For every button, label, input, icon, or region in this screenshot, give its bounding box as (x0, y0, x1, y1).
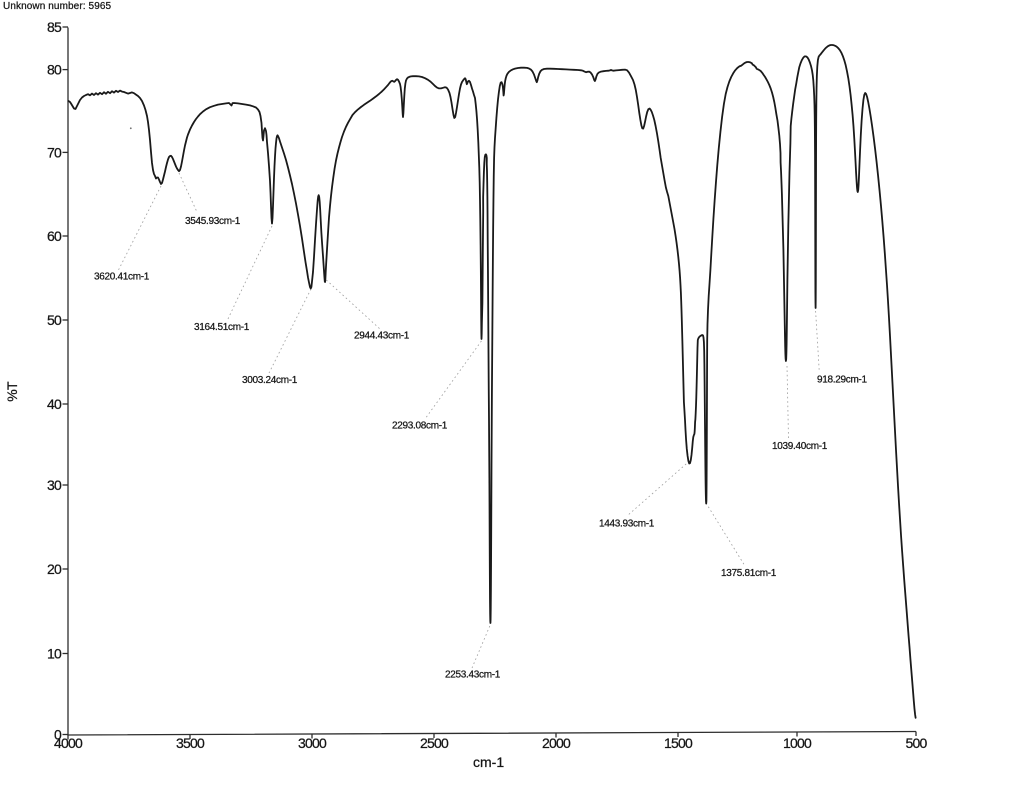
svg-text:10: 10 (47, 646, 62, 662)
svg-text:30: 30 (47, 477, 62, 493)
svg-text:4000: 4000 (54, 735, 83, 751)
svg-text:Unknown number: 5965: Unknown number: 5965 (3, 1, 112, 12)
svg-text:70: 70 (47, 144, 62, 160)
svg-text:1039.40cm-1: 1039.40cm-1 (772, 441, 828, 452)
svg-text:cm-1: cm-1 (473, 754, 504, 770)
svg-text:500: 500 (906, 735, 928, 751)
svg-text:3500: 3500 (176, 735, 205, 751)
svg-text:1375.81cm-1: 1375.81cm-1 (721, 568, 777, 579)
svg-text:0: 0 (54, 727, 62, 743)
svg-text:3003.24cm-1: 3003.24cm-1 (242, 375, 298, 386)
svg-text:3000: 3000 (298, 735, 327, 751)
svg-text:2500: 2500 (420, 735, 449, 751)
svg-text:85: 85 (47, 19, 62, 35)
svg-text:60: 60 (47, 228, 62, 244)
svg-text:50: 50 (47, 312, 62, 328)
svg-text:3620.41cm-1: 3620.41cm-1 (94, 272, 150, 283)
svg-text:2293.08cm-1: 2293.08cm-1 (392, 421, 448, 432)
svg-text:2944.43cm-1: 2944.43cm-1 (354, 331, 410, 342)
svg-text:3164.51cm-1: 3164.51cm-1 (194, 322, 250, 333)
svg-text:20: 20 (47, 561, 62, 577)
svg-text:3545.93cm-1: 3545.93cm-1 (185, 216, 241, 227)
svg-text:918.29cm-1: 918.29cm-1 (817, 375, 868, 386)
svg-text:1443.93cm-1: 1443.93cm-1 (599, 519, 655, 530)
svg-text:1000: 1000 (783, 735, 812, 751)
svg-text:2253.43cm-1: 2253.43cm-1 (445, 670, 501, 681)
svg-text:1500: 1500 (664, 735, 693, 751)
svg-text:80: 80 (47, 62, 62, 78)
svg-text:%T: %T (4, 381, 20, 402)
svg-text:2000: 2000 (542, 735, 571, 751)
svg-text:40: 40 (47, 396, 62, 412)
